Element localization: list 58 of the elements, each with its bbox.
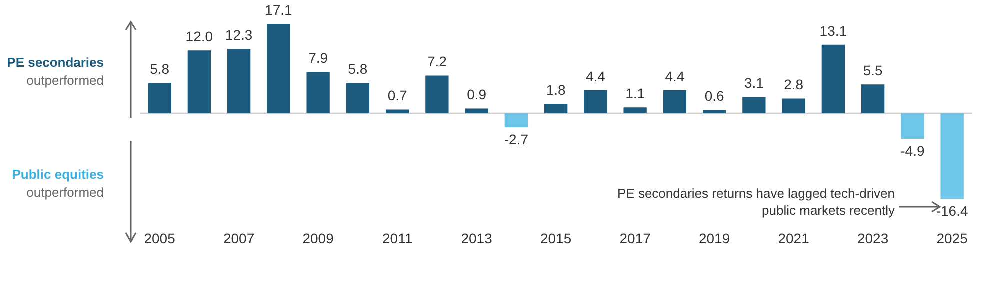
data-label: 13.1 [820, 22, 848, 39]
x-tick-label: 2011 [382, 230, 413, 246]
x-tick-label: 2013 [461, 230, 493, 246]
x-tick-label: 2023 [857, 230, 889, 246]
bar [386, 110, 410, 114]
text: outperformed [26, 185, 104, 200]
data-label: -2.7 [504, 131, 529, 148]
x-tick-label: 2007 [223, 230, 255, 246]
data-label: 12.0 [186, 28, 214, 45]
data-label: 5.8 [150, 60, 170, 77]
data-label: 12.3 [225, 26, 253, 43]
data-label: 2.8 [784, 76, 804, 93]
bar [584, 90, 608, 114]
data-label: 0.7 [388, 88, 408, 104]
x-tick-label: 2005 [144, 230, 176, 246]
annotation: PE secondaries returns have lagged tech-driven public markets recently [616, 185, 895, 219]
bar [940, 113, 964, 200]
bar [901, 113, 924, 140]
data-label: 1.8 [546, 82, 566, 98]
data-label: -16.4 [936, 203, 968, 220]
data-label: 5.8 [348, 60, 368, 77]
data-label: 7.2 [427, 54, 448, 70]
data-label: 7.9 [308, 50, 328, 66]
bar [624, 108, 647, 114]
data-label: 5.5 [863, 62, 883, 79]
data-label: 1.1 [626, 86, 646, 102]
bar [782, 98, 806, 114]
data-label: -4.9 [900, 142, 925, 159]
bar [188, 50, 212, 114]
bar [822, 44, 846, 114]
bar [504, 113, 528, 128]
data-label: 0.6 [704, 88, 724, 104]
bar [227, 49, 251, 114]
data-label: 4.4 [665, 68, 685, 84]
bar [306, 72, 330, 114]
text: outperformed [26, 73, 104, 88]
text: Public equities [11, 167, 104, 182]
data-label: 3.1 [744, 75, 764, 92]
bar [663, 90, 687, 114]
bar [544, 104, 568, 114]
bar [465, 108, 488, 114]
bar [742, 97, 766, 114]
x-tick-label: 2019 [698, 230, 730, 246]
data-label: 0.9 [467, 86, 487, 103]
bar [346, 83, 370, 114]
x-tick-label: 2025 [936, 230, 968, 246]
x-tick-label: 2017 [620, 230, 652, 246]
bar [148, 83, 172, 114]
bar [861, 84, 885, 114]
x-tick-label: 2009 [302, 230, 334, 246]
data-label: 4.4 [586, 68, 606, 84]
x-tick-label: 2015 [540, 230, 572, 246]
bar [702, 110, 726, 114]
data-label: 17.1 [265, 2, 293, 18]
bar [426, 76, 449, 114]
text: PE secondaries [6, 55, 104, 70]
bar [267, 24, 290, 114]
x-tick-label: 2021 [778, 230, 810, 246]
